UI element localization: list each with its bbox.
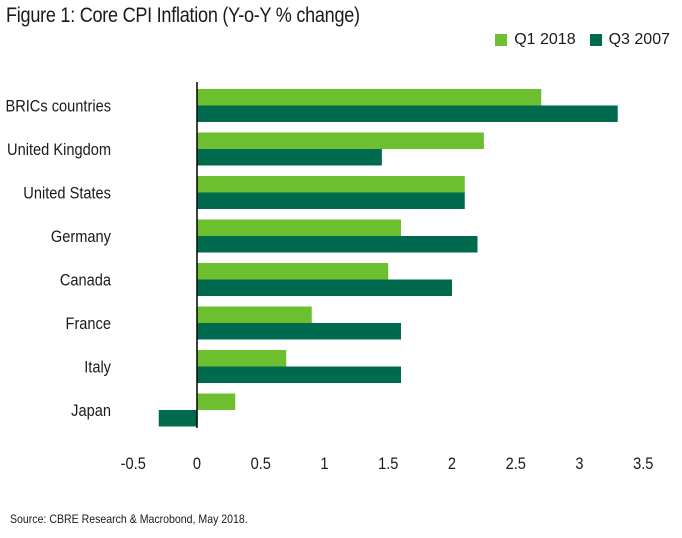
category-label: United Kingdom (7, 141, 111, 159)
bar-italy-q1-2018 (197, 350, 287, 367)
bar-germany-q1-2018 (197, 219, 401, 236)
x-tick-label: 1 (320, 455, 328, 473)
bar-germany-q3-2007 (197, 236, 478, 253)
legend: Q1 2018 Q3 2007 (495, 31, 670, 49)
category-label: France (66, 315, 112, 333)
bar-chart: BRICs countries United Kingdom United Stat… (5, 82, 654, 473)
chart-title: Figure 1: Core CPI Inflation (Y-o-Y % ch… (6, 4, 360, 27)
x-tick-label: 2 (448, 455, 456, 473)
x-tick-label: 0 (193, 455, 201, 473)
category-label: Italy (84, 359, 111, 377)
category-label: United States (23, 185, 111, 203)
x-tick-label: 1.5 (378, 455, 398, 473)
legend-item-q3-2007: Q3 2007 (589, 31, 670, 49)
bar-brics-countries-q1-2018 (197, 89, 542, 106)
bar-france-q3-2007 (197, 323, 401, 340)
source-note: Source: CBRE Research & Macrobond, May 2… (10, 512, 248, 526)
bar-brics-countries-q3-2007 (197, 105, 618, 122)
bar-united-kingdom-q1-2018 (197, 132, 484, 149)
x-tick-label: 2.5 (506, 455, 526, 473)
x-tick-label: 0.5 (251, 455, 271, 473)
bar-italy-q3-2007 (197, 366, 401, 383)
bar-france-q1-2018 (197, 306, 312, 323)
legend-label-q3-2007: Q3 2007 (608, 31, 670, 48)
bar-canada-q3-2007 (197, 279, 452, 296)
legend-swatch-q3-2007 (589, 34, 602, 46)
legend-swatch-q1-2018 (495, 34, 508, 46)
category-label: Germany (51, 228, 111, 246)
bar-canada-q1-2018 (197, 263, 389, 280)
bar-united-kingdom-q3-2007 (197, 149, 382, 166)
legend-label-q1-2018: Q1 2018 (514, 31, 576, 48)
category-label: Canada (60, 272, 111, 290)
bar-united-states-q1-2018 (197, 176, 465, 193)
bar-japan-q1-2018 (197, 393, 236, 410)
bar-japan-q3-2007 (158, 410, 197, 427)
x-tick-label: 3 (575, 455, 583, 473)
category-label: Japan (71, 402, 111, 420)
x-tick-label: 3.5 (633, 455, 653, 473)
category-label: BRICs countries (5, 98, 111, 116)
x-tick-label: -0.5 (121, 455, 146, 473)
legend-item-q1-2018: Q1 2018 (495, 31, 576, 49)
bar-united-states-q3-2007 (197, 192, 465, 209)
